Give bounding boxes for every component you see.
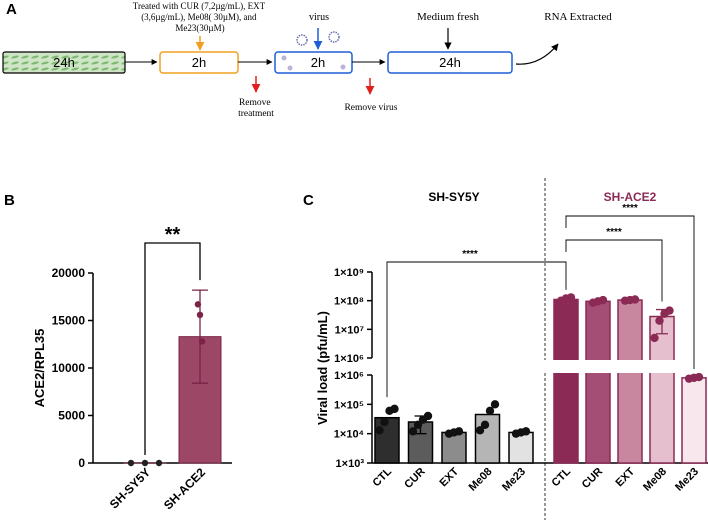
data-point: [598, 295, 608, 305]
y-tick-label: 1×10⁶: [334, 353, 364, 365]
significance-bracket: [386, 261, 567, 398]
panel-letter: A: [6, 1, 17, 18]
significance-bracket: [565, 215, 695, 370]
significance-label: **: [165, 224, 181, 246]
data-point: [141, 459, 149, 467]
significance-label: ****: [622, 203, 638, 214]
particle: [340, 64, 346, 70]
x-tick-label: SH-SY5Y: [107, 465, 153, 511]
y-axis-label: Viral load (pfu/mL): [315, 311, 330, 425]
data-point: [423, 411, 433, 421]
y-tick-label: 0: [78, 456, 85, 470]
data-point: [380, 417, 389, 427]
y-tick-label: 1×10⁷: [335, 324, 365, 336]
y-tick-label: 1×10⁸: [334, 296, 364, 308]
step-box: [387, 51, 513, 74]
remove-virus: Remove virus: [344, 103, 397, 113]
data-point: [630, 295, 640, 304]
step-label: 2h: [311, 55, 325, 70]
text-line: Me23(30µM): [175, 23, 224, 33]
y-tick-label: 10000: [52, 361, 86, 375]
data-point: [413, 420, 423, 430]
x-tick-label: CUR: [580, 466, 605, 491]
x-tick-label: Me23: [500, 466, 528, 494]
data-point: [475, 426, 485, 435]
data-point: [375, 426, 384, 435]
remove-treatment: Remove treatment: [238, 98, 274, 119]
data-point: [485, 406, 495, 416]
y-tick-label: 5000: [58, 409, 85, 423]
data-point: [655, 316, 664, 325]
significance-label: ****: [606, 227, 622, 238]
data-point: [665, 306, 674, 315]
significance-label: ****: [462, 249, 478, 260]
y-tick-label: 20000: [52, 266, 86, 280]
significance-bracket: [565, 239, 663, 302]
treatment-text: Treated with CUR (7,2µg/mL), EXT (3,6µg/…: [133, 1, 267, 33]
text-line: (3,6µg/mL), Me08( 30µM), and: [141, 12, 257, 22]
bar: [617, 299, 643, 464]
bar: [441, 431, 467, 464]
panel-letter: C: [303, 192, 314, 209]
step-label: 2h: [192, 55, 206, 70]
group-label: SH-SY5Y: [428, 190, 479, 204]
bar: [508, 431, 534, 464]
data-point: [650, 333, 659, 343]
group-label: SH-ACE2: [604, 190, 657, 204]
x-tick-label: EXT: [437, 465, 461, 489]
x-tick-label: CTL: [550, 465, 574, 489]
bar: [681, 377, 707, 464]
x-tick-label: Me08: [467, 466, 495, 494]
data-point: [408, 427, 418, 436]
rna-label: RNA Extracted: [544, 11, 612, 23]
y-tick-label: 1×10⁴: [334, 429, 364, 441]
bar: [553, 298, 579, 464]
x-tick-label: Me23: [673, 466, 701, 494]
data-point: [521, 427, 531, 436]
x-tick-label: Me08: [641, 466, 669, 494]
text-line: Treated with CUR (7,2µg/mL), EXT: [133, 1, 266, 11]
data-point: [155, 459, 163, 467]
y-tick-label: 1×10⁹: [334, 267, 364, 279]
step-label: 24h: [439, 55, 461, 70]
y-tick-label: 15000: [52, 314, 86, 328]
data-point: [566, 293, 576, 302]
x-tick-label: CUR: [402, 466, 427, 491]
particle: [287, 65, 293, 71]
medium-label: Medium fresh: [417, 11, 480, 23]
x-tick-label: EXT: [613, 465, 637, 489]
arrow: [515, 43, 559, 65]
data-point: [390, 404, 399, 414]
y-tick-label: 1×10⁵: [334, 399, 364, 411]
y-tick-label: 1×10³: [336, 458, 365, 470]
virus-label: virus: [309, 12, 329, 23]
data-point: [127, 459, 135, 467]
data-point: [194, 301, 202, 308]
axis-break: [373, 360, 708, 373]
data-point: [694, 372, 704, 382]
virus-icon: [296, 34, 308, 46]
data-point: [196, 311, 204, 318]
y-axis-label: ACE2/RPL35: [32, 329, 47, 408]
data-point: [198, 338, 206, 345]
significance-bracket: [144, 242, 201, 455]
panel-letter: B: [4, 192, 15, 209]
data-point: [454, 427, 464, 436]
step-label: 24h: [53, 55, 75, 70]
y-tick-label: 1×10⁶: [334, 370, 364, 382]
particle: [281, 55, 287, 61]
data-point: [480, 420, 490, 430]
virus-icon: [328, 31, 340, 43]
text-line: Remove: [239, 98, 271, 108]
x-tick-label: SH-ACE2: [161, 465, 208, 512]
panel-a: A 24h 2h Treated with CUR (7,2µg/mL), EX…: [2, 1, 612, 119]
x-tick-label: CTL: [371, 465, 395, 489]
text-line: treatment: [238, 109, 274, 119]
bar: [585, 300, 611, 464]
data-point: [490, 400, 500, 409]
